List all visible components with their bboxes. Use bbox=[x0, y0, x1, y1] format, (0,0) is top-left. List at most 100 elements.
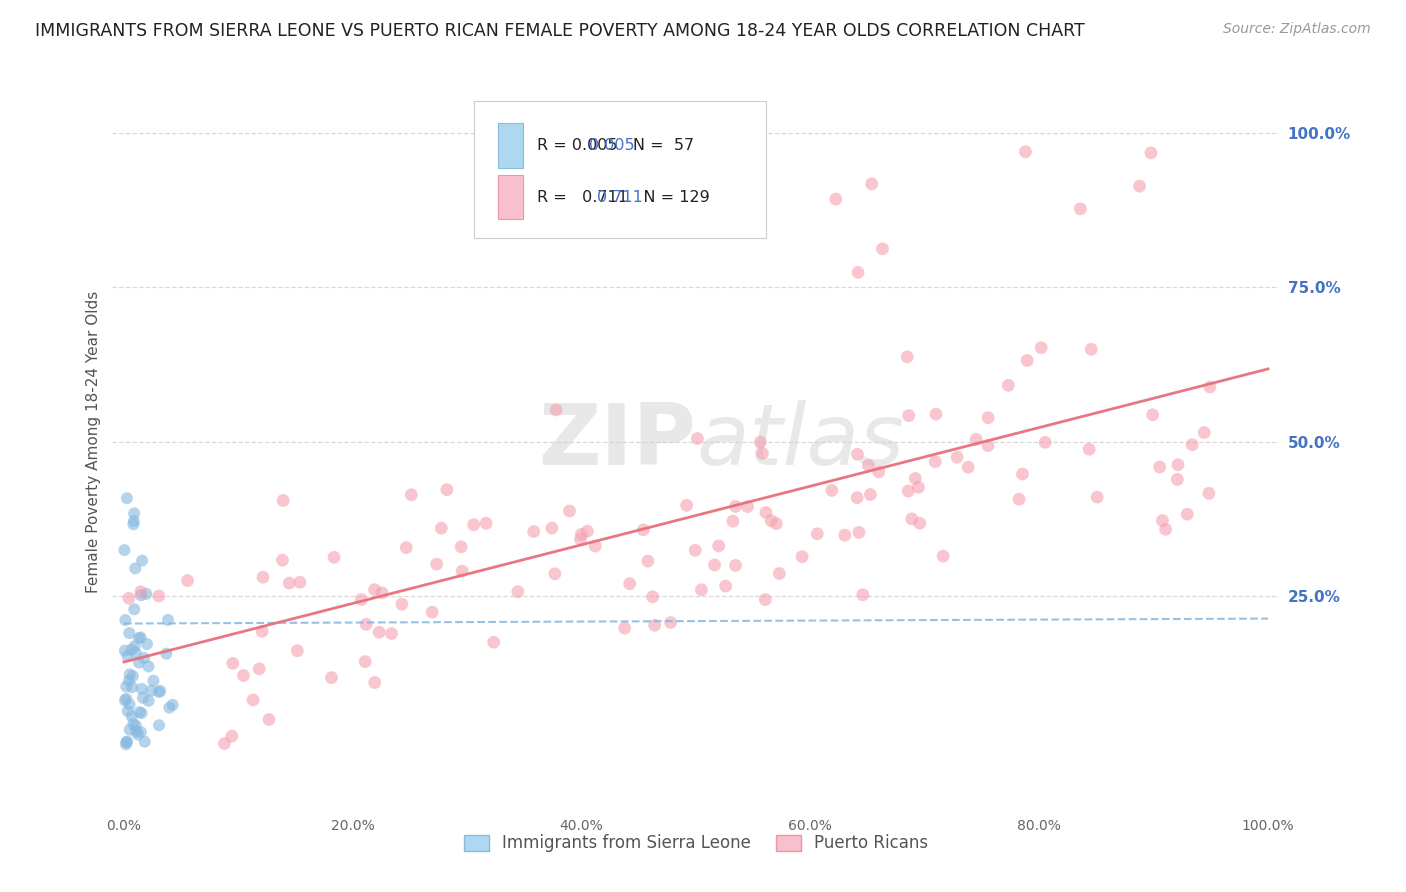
Point bbox=[128, 705, 150, 719]
Point bbox=[619, 576, 641, 591]
Point bbox=[1017, 353, 1039, 368]
Point bbox=[115, 680, 138, 694]
Point bbox=[1008, 492, 1031, 507]
Point bbox=[118, 626, 141, 640]
Point bbox=[659, 615, 682, 630]
Point bbox=[686, 432, 709, 446]
Point bbox=[138, 694, 160, 708]
Point bbox=[1152, 514, 1174, 528]
Point bbox=[131, 553, 153, 567]
Legend: Immigrants from Sierra Leone, Puerto Ricans: Immigrants from Sierra Leone, Puerto Ric… bbox=[457, 828, 935, 859]
Point bbox=[683, 543, 706, 558]
Point bbox=[149, 684, 172, 698]
Point bbox=[506, 584, 529, 599]
Point bbox=[257, 713, 280, 727]
Text: ZIP: ZIP bbox=[538, 400, 696, 483]
Point bbox=[122, 507, 145, 521]
Point bbox=[176, 574, 198, 588]
Point bbox=[1167, 458, 1189, 472]
Point bbox=[759, 514, 782, 528]
Point bbox=[523, 524, 546, 539]
Point bbox=[132, 651, 155, 665]
Point bbox=[122, 514, 145, 528]
Point bbox=[285, 643, 308, 657]
Point bbox=[148, 685, 170, 699]
Point bbox=[118, 673, 141, 688]
Point bbox=[121, 669, 143, 683]
Point bbox=[321, 671, 343, 685]
Point bbox=[420, 605, 443, 619]
Point bbox=[858, 458, 880, 473]
Point bbox=[633, 523, 655, 537]
Point bbox=[401, 488, 423, 502]
Text: R = 0.005   N =  57: R = 0.005 N = 57 bbox=[537, 138, 695, 153]
Point bbox=[690, 582, 713, 597]
Point bbox=[834, 528, 856, 542]
Point bbox=[1142, 408, 1164, 422]
Point bbox=[644, 618, 666, 632]
Point bbox=[1033, 435, 1056, 450]
Point bbox=[860, 177, 883, 191]
Point bbox=[450, 540, 472, 554]
Point bbox=[558, 504, 581, 518]
Point bbox=[118, 591, 141, 606]
Point bbox=[546, 403, 568, 417]
Point bbox=[117, 704, 139, 718]
Point bbox=[1140, 145, 1163, 160]
Point bbox=[1199, 380, 1222, 394]
Point bbox=[124, 639, 146, 653]
Point bbox=[859, 487, 882, 501]
Point bbox=[363, 582, 385, 597]
Point bbox=[278, 576, 301, 591]
Point bbox=[790, 549, 813, 564]
Point bbox=[765, 516, 787, 531]
Point bbox=[134, 735, 156, 749]
Point bbox=[1080, 343, 1102, 357]
Point bbox=[540, 521, 562, 535]
Point bbox=[115, 734, 138, 748]
Point bbox=[872, 242, 894, 256]
Point bbox=[115, 691, 138, 706]
Point bbox=[142, 673, 165, 688]
Point bbox=[475, 516, 498, 531]
Point bbox=[271, 493, 294, 508]
Point bbox=[924, 455, 946, 469]
Point bbox=[846, 491, 869, 505]
Point bbox=[721, 514, 744, 528]
Point bbox=[131, 681, 153, 696]
Point bbox=[118, 698, 141, 712]
Point bbox=[271, 553, 294, 567]
Point bbox=[977, 410, 1000, 425]
Point bbox=[371, 586, 394, 600]
Point bbox=[380, 626, 402, 640]
Point bbox=[121, 709, 143, 723]
Point bbox=[132, 690, 155, 705]
Point bbox=[156, 613, 179, 627]
Point bbox=[1166, 473, 1188, 487]
Point bbox=[354, 617, 377, 632]
Point bbox=[821, 483, 844, 498]
Point bbox=[350, 592, 373, 607]
Point bbox=[613, 621, 636, 635]
Point bbox=[755, 505, 778, 519]
Point bbox=[155, 647, 177, 661]
Point bbox=[112, 543, 135, 558]
Point bbox=[114, 613, 136, 627]
Point bbox=[136, 637, 159, 651]
Point bbox=[247, 662, 270, 676]
FancyBboxPatch shape bbox=[474, 101, 766, 238]
Text: 0.005: 0.005 bbox=[589, 138, 634, 153]
Point bbox=[544, 566, 567, 581]
Point bbox=[1129, 179, 1152, 194]
Point bbox=[675, 499, 697, 513]
Point bbox=[114, 693, 136, 707]
Point bbox=[707, 539, 730, 553]
Point bbox=[128, 656, 150, 670]
Point bbox=[115, 735, 138, 749]
Point bbox=[724, 500, 747, 514]
Point bbox=[737, 500, 759, 514]
Point bbox=[122, 602, 145, 616]
Point bbox=[157, 700, 180, 714]
Point bbox=[129, 584, 152, 599]
Point bbox=[436, 483, 458, 497]
